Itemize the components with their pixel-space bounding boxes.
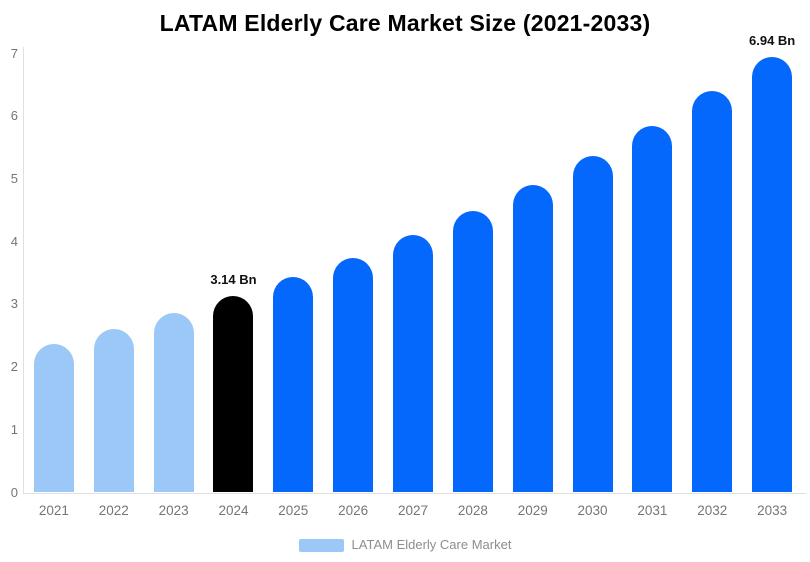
x-tick-label-2030: 2030 — [577, 503, 608, 518]
x-tick-label-2024: 2024 — [218, 503, 249, 518]
y-tick-label-7: 7 — [10, 45, 18, 61]
legend-label: LATAM Elderly Care Market — [351, 537, 512, 552]
bar-2026[interactable] — [333, 258, 374, 493]
bar-2033[interactable] — [752, 57, 793, 493]
x-tick-label-2031: 2031 — [637, 503, 668, 518]
x-tick-label-2032: 2032 — [697, 503, 728, 518]
bar-2029[interactable] — [512, 185, 553, 493]
x-tick-label-2022: 2022 — [98, 503, 129, 518]
y-tick-label-2: 2 — [10, 359, 18, 375]
bar-2028[interactable] — [452, 210, 493, 493]
x-tick-label-2023: 2023 — [158, 503, 189, 518]
x-tick-label-2029: 2029 — [517, 503, 548, 518]
chart-title: LATAM Elderly Care Market Size (2021-203… — [159, 10, 651, 36]
y-tick-label-1: 1 — [10, 421, 18, 437]
legend[interactable]: LATAM Elderly Care Market — [0, 536, 810, 554]
bar-2027[interactable] — [393, 235, 434, 493]
bar-2030[interactable] — [572, 156, 613, 493]
x-tick-label-2027: 2027 — [397, 503, 429, 518]
x-tick-label-2025: 2025 — [278, 503, 309, 518]
x-tick-label-2021: 2021 — [38, 503, 69, 518]
bar-2022[interactable] — [93, 328, 134, 493]
bar-2021[interactable] — [33, 343, 74, 493]
x-tick-label-2026: 2026 — [338, 503, 369, 518]
bar-2031[interactable] — [632, 125, 673, 493]
value-label-2033: 6.94 Bn — [749, 33, 796, 49]
bar-2023[interactable] — [153, 313, 194, 493]
y-tick-label-4: 4 — [10, 233, 18, 249]
x-axis-line — [23, 493, 806, 494]
bar-2024[interactable] — [213, 295, 254, 493]
x-tick-label-2028: 2028 — [457, 503, 488, 518]
bar-2032[interactable] — [692, 91, 733, 493]
bar-2025[interactable] — [273, 277, 314, 493]
y-tick-label-6: 6 — [10, 108, 18, 124]
x-tick-label-2033: 2033 — [757, 503, 788, 518]
legend-swatch[interactable] — [298, 538, 344, 552]
y-axis-line — [23, 47, 24, 493]
value-label-2024: 3.14 Bn — [210, 271, 257, 287]
y-tick-label-3: 3 — [10, 296, 18, 312]
y-tick-label-5: 5 — [10, 171, 18, 186]
y-tick-label-0: 0 — [10, 484, 18, 500]
